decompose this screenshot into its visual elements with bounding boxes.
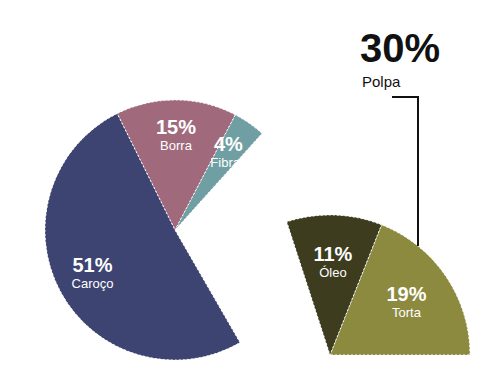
svg-text:Fibras: Fibras bbox=[210, 155, 247, 170]
svg-text:19%: 19% bbox=[386, 283, 426, 305]
svg-text:Torta: Torta bbox=[392, 305, 422, 320]
svg-text:Caroço: Caroço bbox=[72, 276, 114, 291]
svg-text:Óleo: Óleo bbox=[319, 265, 346, 280]
svg-text:Borra: Borra bbox=[160, 138, 193, 153]
svg-text:Polpa: Polpa bbox=[362, 73, 401, 90]
svg-text:15%: 15% bbox=[156, 116, 196, 138]
svg-text:11%: 11% bbox=[313, 243, 352, 265]
svg-text:4%: 4% bbox=[214, 133, 243, 155]
svg-text:30%: 30% bbox=[360, 26, 440, 70]
svg-text:51%: 51% bbox=[72, 254, 112, 276]
